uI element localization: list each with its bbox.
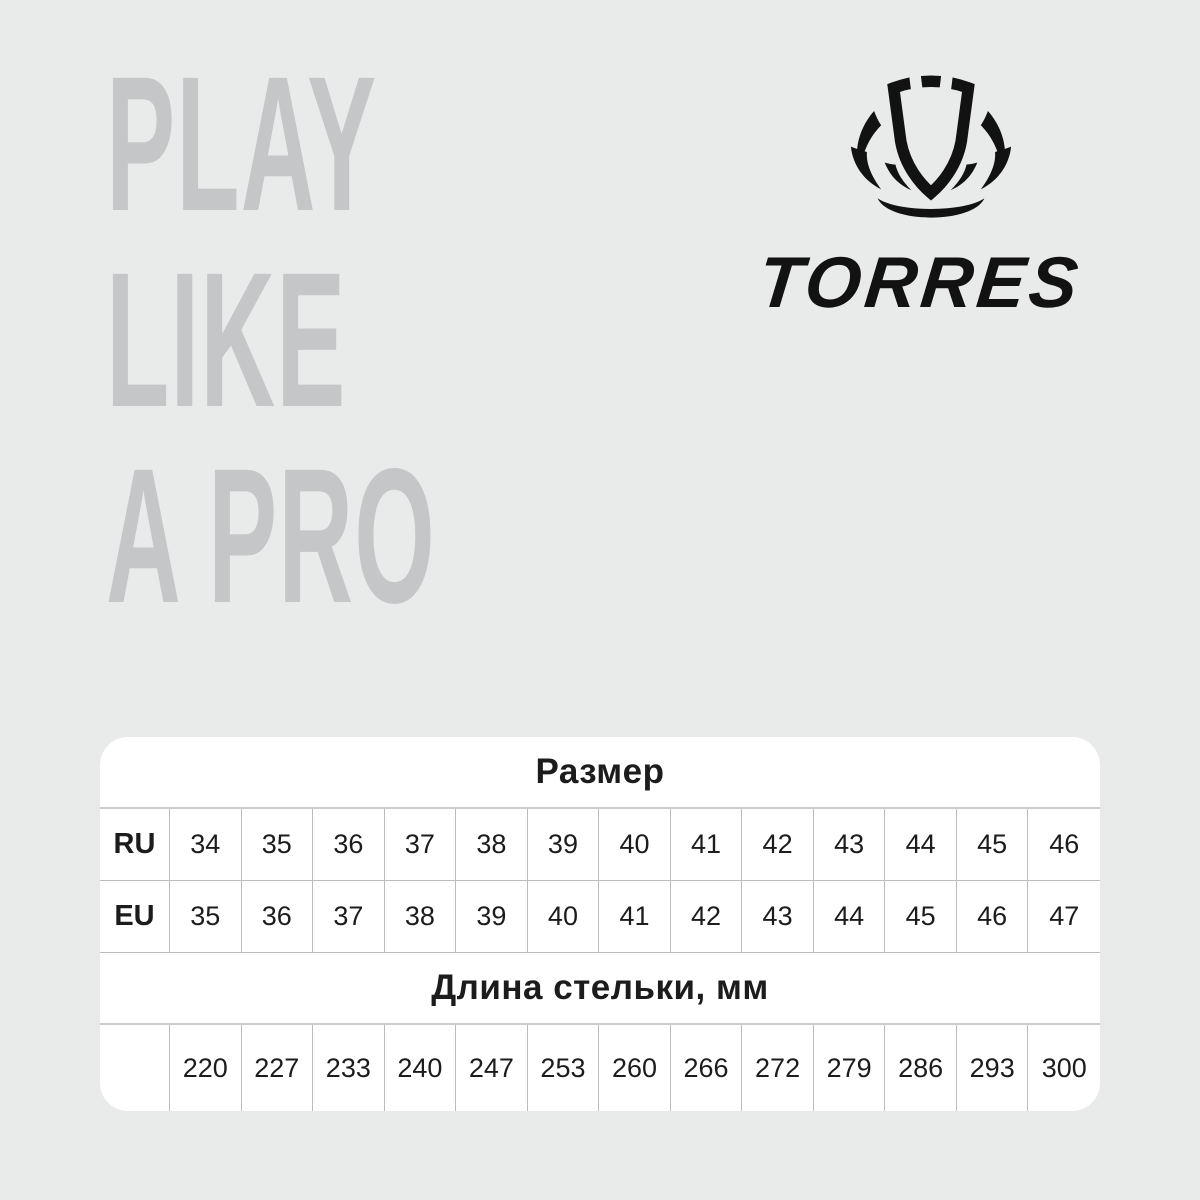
size-cell-ru: 43	[813, 809, 886, 881]
row-label-insole	[100, 1025, 170, 1111]
size-cell-ru: 40	[599, 809, 671, 881]
size-cell-ru: 35	[241, 809, 314, 881]
size-header: Размер	[100, 737, 1100, 809]
slogan-line-1: PLAY	[106, 36, 378, 251]
insole-cell: 233	[313, 1025, 385, 1111]
size-cell-ru: 34	[170, 809, 242, 881]
size-cell-ru: 39	[527, 809, 600, 881]
insole-cell: 279	[814, 1025, 886, 1111]
insole-cell: 300	[1041, 1052, 1087, 1083]
size-cell-eu: 45	[885, 881, 957, 953]
size-cell-eu: 47	[1028, 881, 1100, 953]
insole-cell: 227	[242, 1025, 314, 1111]
size-cell-eu: 37	[313, 881, 385, 953]
size-cell-ru: 44	[885, 809, 957, 881]
size-cell-eu: 43	[742, 881, 814, 953]
insole-cell: 260	[599, 1025, 671, 1111]
insole-header: Длина стельки, мм	[100, 953, 1100, 1025]
insole-cell: 220	[170, 1025, 242, 1111]
size-chart-table: Размер RU 34 35 36 37 38 39 40 41 42 43 44 45 46 EU 35 3…	[100, 737, 1100, 1111]
row-label-ru: RU	[100, 809, 170, 881]
torres-shield-icon	[850, 74, 1012, 218]
size-cell-ru: 42	[742, 809, 814, 881]
insole-cell: 286	[885, 1025, 957, 1111]
size-cell-eu: 40	[527, 881, 600, 953]
slogan-text: PLAY LIKE A PRO	[106, 46, 717, 634]
size-cell-eu: 36	[241, 881, 314, 953]
size-cell-eu: 35	[170, 881, 242, 953]
size-cell-ru: 41	[670, 809, 743, 881]
insole-cell: 253	[528, 1025, 600, 1111]
insole-cell: 247	[456, 1025, 528, 1111]
slogan-line-3: A PRO	[106, 428, 436, 643]
insole-cell: 293	[957, 1025, 1029, 1111]
size-cell-ru: 36	[313, 809, 385, 881]
size-cell-ru: 37	[384, 809, 457, 881]
insole-cell: 240	[385, 1025, 457, 1111]
brand-wordmark: TORRES	[754, 243, 1086, 323]
size-cell-ru: 38	[456, 809, 528, 881]
insole-cell: 266	[671, 1025, 743, 1111]
size-cell-eu: 39	[456, 881, 528, 953]
size-cell-eu: 42	[670, 881, 743, 953]
size-cell-eu: 46	[956, 881, 1029, 953]
slogan-line-2: LIKE	[106, 232, 347, 447]
size-cell-eu: 38	[384, 881, 457, 953]
size-cell-eu: 44	[813, 881, 886, 953]
size-cell-eu: 41	[599, 881, 671, 953]
insole-cell: 272	[742, 1025, 814, 1111]
size-cell-ru: 46	[1028, 809, 1100, 881]
row-label-eu: EU	[100, 881, 170, 953]
size-cell-ru: 45	[956, 809, 1029, 881]
